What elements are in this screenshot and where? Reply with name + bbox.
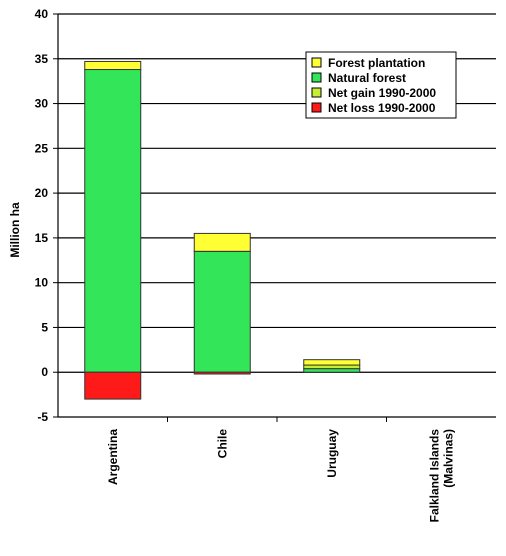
y-tick-label-7: 30 — [35, 97, 49, 111]
y-tick-label-1: 0 — [41, 365, 48, 379]
y-tick-label-3: 10 — [35, 276, 49, 290]
x-category-label-1: Chile — [215, 429, 229, 459]
y-tick-label-9: 40 — [35, 7, 49, 21]
y-tick-label-2: 5 — [41, 320, 48, 334]
bar-argentina-net-loss-1990-2000 — [84, 371, 142, 400]
x-category-labels: Argentina Chile Uruguay Falkland Islands (Ma… — [106, 429, 456, 523]
legend-label-3: Net loss 1990-2000 — [328, 101, 436, 115]
bar-chile-natural-forest — [193, 250, 251, 373]
bar-argentina-forest-plantation — [84, 60, 142, 71]
y-tick-label-5: 20 — [35, 186, 49, 200]
y-tick-label-8: 35 — [35, 52, 49, 66]
y-tick-labels: -5 0 5 10 15 20 25 30 35 40 — [35, 7, 49, 424]
x-category-label-2: Uruguay — [325, 429, 339, 478]
x-category-label-3-line-1: (Malvinas) — [441, 429, 455, 488]
y-tick-label-4: 15 — [35, 231, 49, 245]
bar-chile-net-loss-1990-2000 — [193, 371, 251, 375]
bar-argentina-natural-forest — [84, 69, 142, 373]
x-category-label-3-line-0: Falkland Islands — [427, 429, 441, 523]
legend-box — [305, 51, 457, 119]
legend-swatch-0 — [311, 57, 322, 68]
legend-swatch-3 — [311, 102, 322, 113]
x-category-label-0: Argentina — [106, 429, 120, 485]
bars — [84, 60, 361, 400]
y-tick-label-6: 25 — [35, 141, 49, 155]
y-axis-title: Million ha — [8, 202, 22, 258]
legend-label-0: Forest plantation — [328, 56, 425, 70]
bar-chile-forest-plantation — [193, 232, 251, 252]
legend-label-2: Net gain 1990-2000 — [328, 86, 436, 100]
y-tick-label-0: -5 — [37, 410, 48, 424]
axes — [53, 13, 496, 422]
legend-swatch-2 — [311, 87, 322, 98]
bar-uruguay-natural-forest — [303, 368, 361, 373]
bar-uruguay-net-gain-1990-2000 — [303, 364, 361, 370]
bar-uruguay-forest-plantation — [303, 359, 361, 366]
legend-swatch-1 — [311, 72, 322, 83]
legend-label-1: Natural forest — [328, 71, 406, 85]
